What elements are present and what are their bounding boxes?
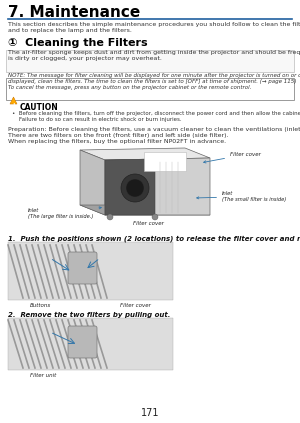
Circle shape (121, 174, 149, 202)
FancyBboxPatch shape (68, 326, 97, 358)
Text: Inlet
(The large filter is inside.): Inlet (The large filter is inside.) (28, 207, 101, 219)
Circle shape (152, 214, 158, 220)
Text: 171: 171 (141, 408, 159, 418)
FancyBboxPatch shape (6, 78, 294, 100)
Text: Filter unit: Filter unit (30, 373, 56, 378)
Polygon shape (80, 150, 105, 215)
Polygon shape (105, 159, 155, 215)
FancyBboxPatch shape (144, 152, 186, 171)
Text: This section describes the simple maintenance procedures you should follow to cl: This section describes the simple mainte… (8, 22, 300, 33)
Text: Inlet
(The small filter is inside): Inlet (The small filter is inside) (197, 191, 286, 202)
Text: !: ! (12, 103, 15, 108)
Text: 1.  Push the positions shown (2 locations) to release the filter cover and remov: 1. Push the positions shown (2 locations… (8, 235, 300, 242)
FancyBboxPatch shape (68, 252, 97, 284)
Text: Filter cover: Filter cover (120, 303, 151, 308)
Circle shape (107, 214, 113, 220)
Polygon shape (80, 205, 210, 215)
Text: Filter cover: Filter cover (133, 221, 164, 226)
FancyBboxPatch shape (8, 318, 173, 370)
Text: NOTE: The message for filter cleaning will be displayed for one minute after the: NOTE: The message for filter cleaning wi… (8, 73, 300, 90)
Text: 2.  Remove the two filters by pulling out.: 2. Remove the two filters by pulling out… (8, 312, 170, 318)
FancyBboxPatch shape (8, 242, 173, 300)
Circle shape (126, 179, 144, 197)
Text: The air-filter sponge keeps dust and dirt from getting inside the projector and : The air-filter sponge keeps dust and dir… (8, 50, 300, 61)
Polygon shape (10, 97, 17, 104)
Text: ①  Cleaning the Filters: ① Cleaning the Filters (8, 38, 148, 48)
Text: Preparation: Before cleaning the filters, use a vacuum cleaner to clean the vent: Preparation: Before cleaning the filters… (8, 127, 300, 143)
Text: 7. Maintenance: 7. Maintenance (8, 5, 140, 20)
Polygon shape (105, 158, 210, 215)
FancyBboxPatch shape (6, 50, 294, 72)
Text: •  Before cleaning the filters, turn off the projector, disconnect the power cor: • Before cleaning the filters, turn off … (12, 111, 300, 122)
Polygon shape (80, 148, 210, 160)
Text: CAUTION: CAUTION (20, 103, 59, 112)
Text: Filter cover: Filter cover (204, 152, 261, 163)
Text: Buttons: Buttons (30, 303, 51, 308)
